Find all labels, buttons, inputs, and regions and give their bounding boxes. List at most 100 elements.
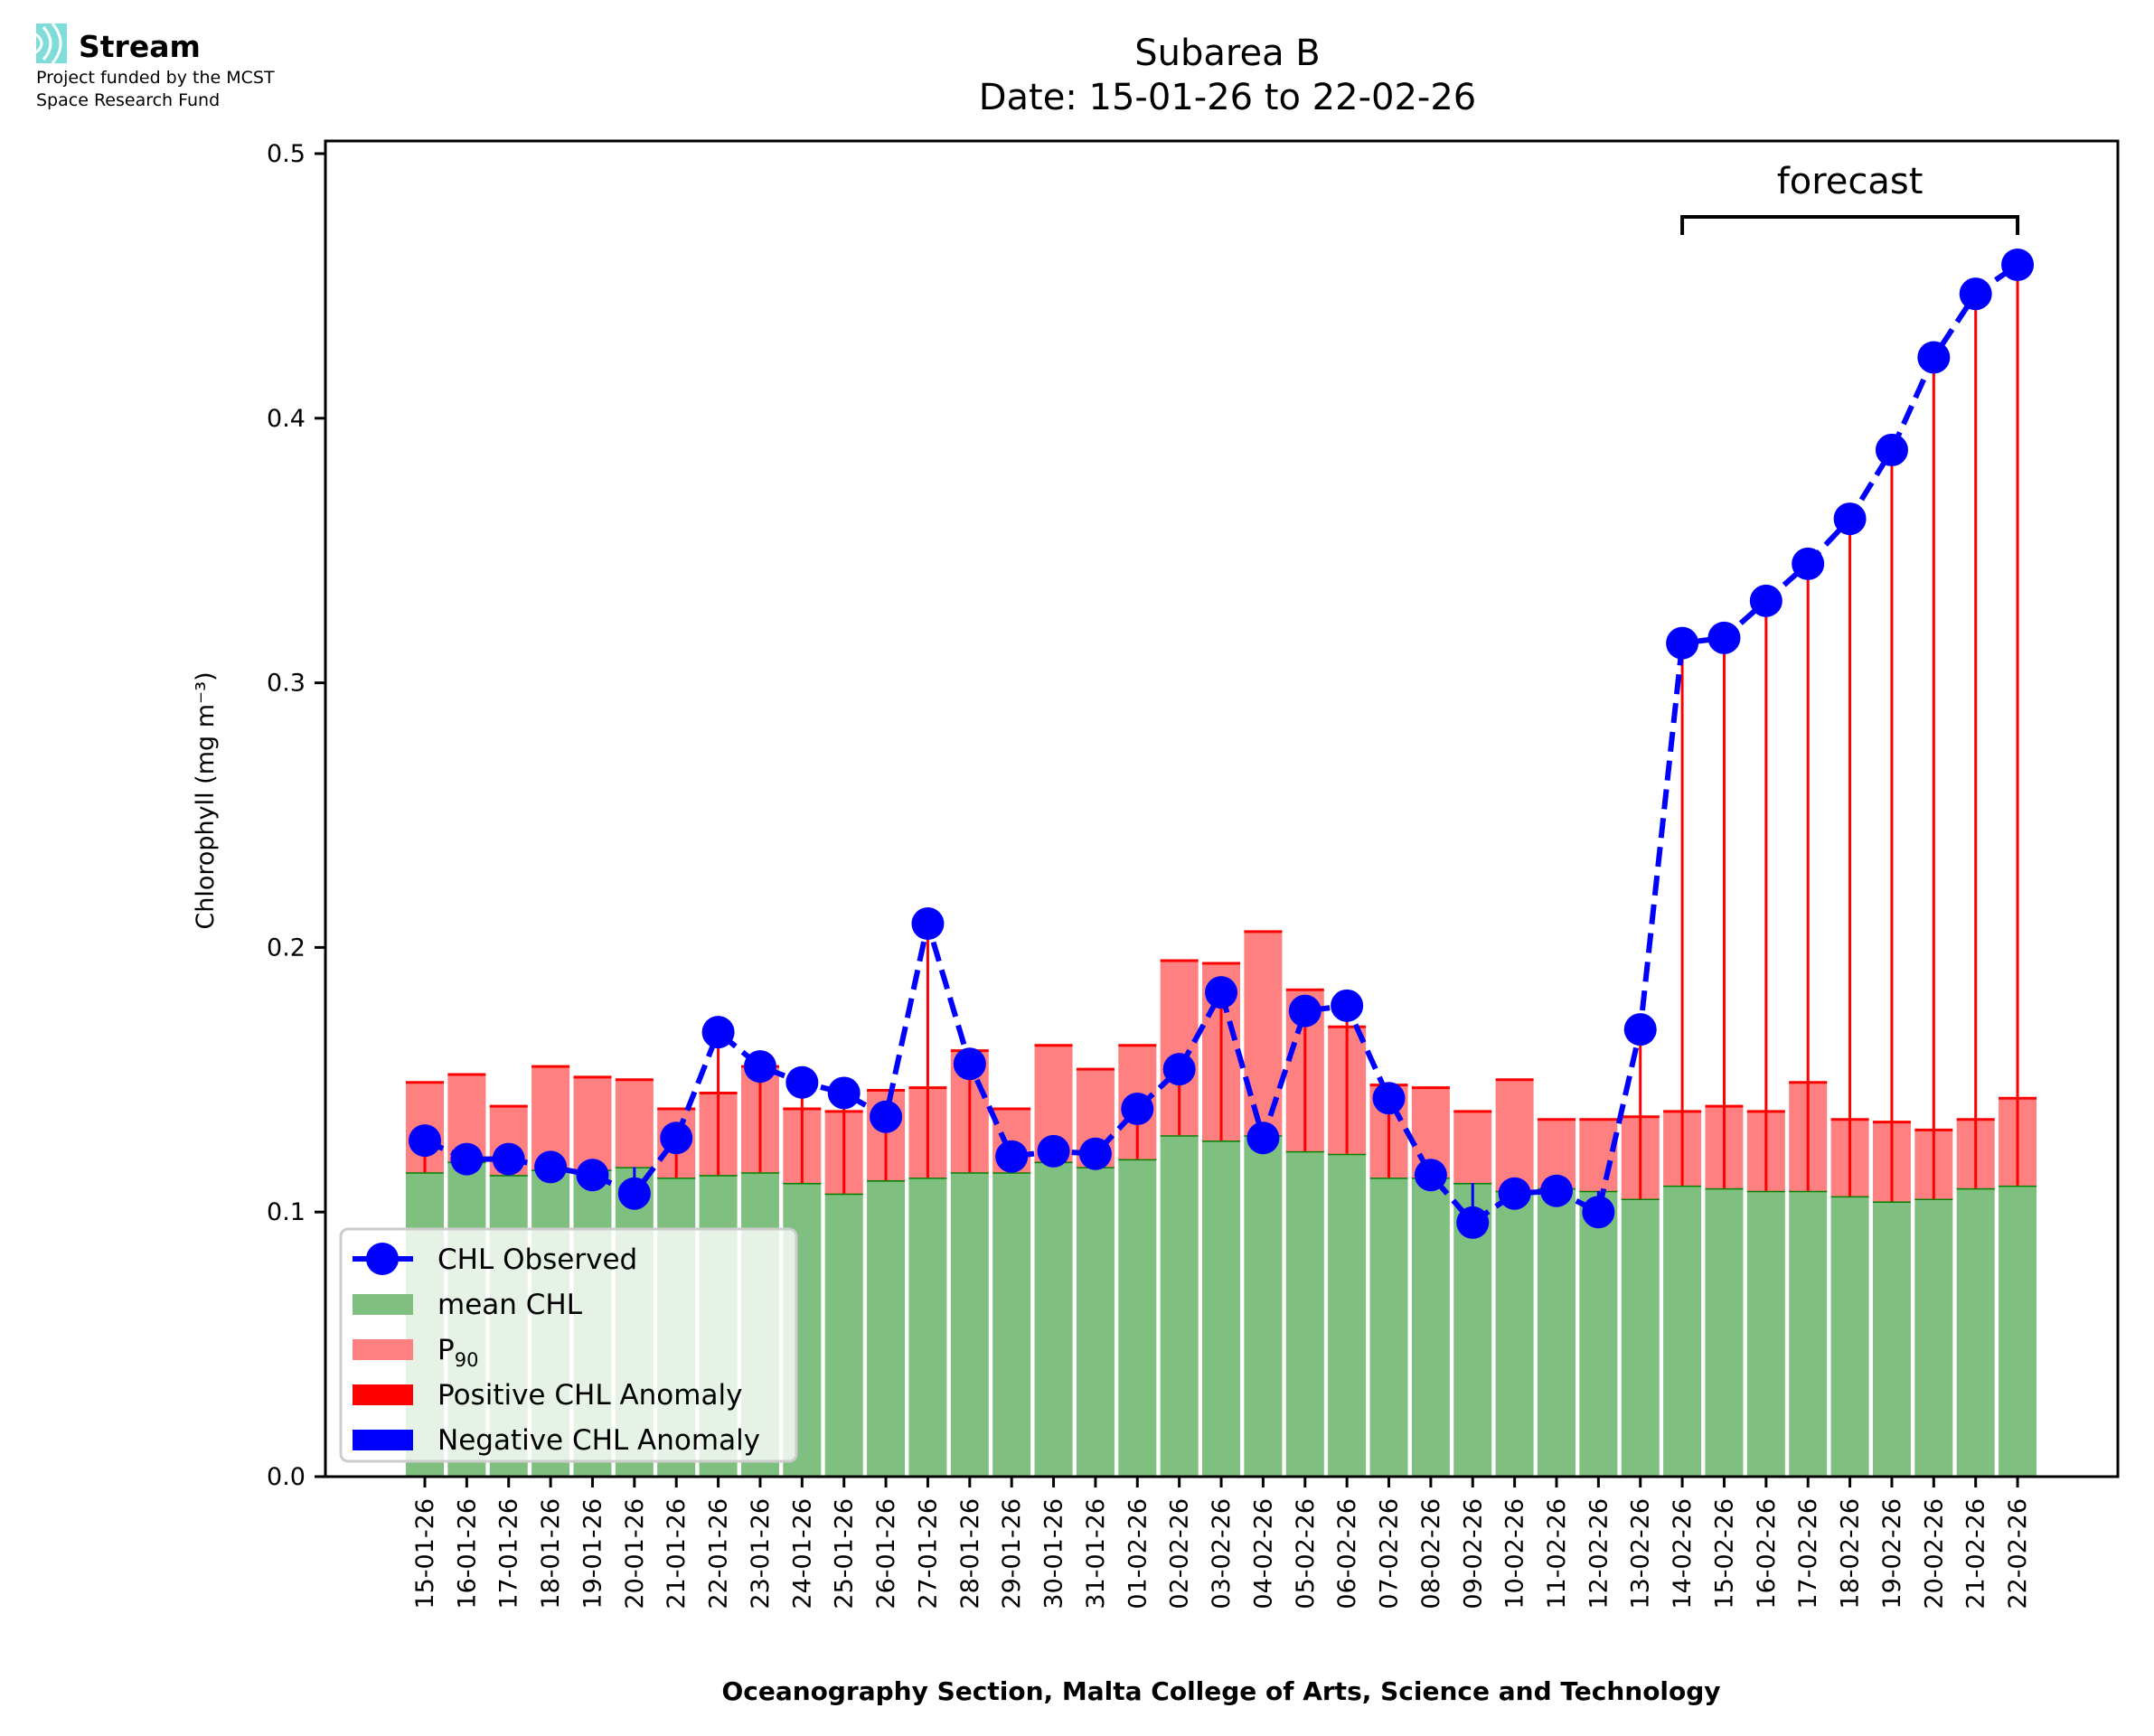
chl-observed-point [995, 1140, 1029, 1173]
legend-label: CHL Observed [437, 1243, 637, 1276]
mean-chl-bar [1663, 1185, 1702, 1477]
x-tick-label: 19-01-26 [578, 1498, 607, 1609]
chl-observed-point [1623, 1013, 1657, 1046]
chl-observed-point [1331, 989, 1364, 1022]
mean-chl-bar [824, 1193, 863, 1477]
x-tick-label: 26-01-26 [872, 1498, 900, 1609]
chl-observed-point [1833, 502, 1867, 536]
legend-swatch-patch [353, 1430, 413, 1450]
x-tick-label: 23-01-26 [747, 1498, 775, 1609]
mean-chl-bar [950, 1172, 989, 1477]
logo-subtitle-line1: Project funded by the MCST [36, 68, 275, 88]
mean-chl-bar [1160, 1135, 1199, 1477]
x-tick-label: 17-01-26 [495, 1498, 523, 1609]
x-tick-label: 31-01-26 [1082, 1498, 1110, 1609]
mean-chl-bar [1830, 1196, 1869, 1477]
legend-label: Positive CHL Anomaly [437, 1379, 742, 1412]
x-axis-ticks: 15-01-26 16-01-26 17-01-26 18-01-26 19-01-26… [411, 1477, 2032, 1609]
x-tick-label: 28-01-26 [956, 1498, 984, 1609]
mean-chl-bar [1202, 1140, 1241, 1477]
x-tick-label: 06-02-26 [1333, 1498, 1361, 1609]
chl-observed-point [1959, 277, 1992, 311]
chl-observed-point [911, 907, 945, 941]
mean-chl-bar [1872, 1201, 1911, 1477]
mean-chl-bar [1746, 1190, 1785, 1477]
chl-observed-point [1792, 547, 1825, 580]
x-tick-label: 09-02-26 [1459, 1498, 1487, 1609]
x-tick-label: 22-01-26 [705, 1498, 733, 1609]
x-tick-label: 14-02-26 [1669, 1498, 1697, 1609]
chl-observed-point [492, 1142, 525, 1176]
chl-observed-point [1498, 1177, 1531, 1210]
y-axis-ticks: 0.0 0.1 0.2 0.3 0.4 0.5 [267, 140, 325, 1491]
p90-bar [615, 1079, 654, 1168]
chl-observed-point [1162, 1053, 1196, 1086]
x-tick-label: 18-01-26 [537, 1498, 565, 1609]
x-tick-label: 03-02-26 [1208, 1498, 1236, 1609]
x-tick-label: 21-02-26 [1962, 1498, 1990, 1609]
chl-observed-point [660, 1121, 693, 1155]
mean-chl-bar [1537, 1187, 1576, 1477]
legend-swatch-patch [353, 1294, 413, 1315]
mean-chl-bar [908, 1178, 947, 1477]
x-tick-label: 17-02-26 [1794, 1498, 1822, 1609]
x-tick-label: 08-02-26 [1417, 1498, 1445, 1609]
chl-observed-point [1037, 1134, 1070, 1168]
x-tick-label: 15-01-26 [411, 1498, 439, 1609]
chart-subtitle: Date: 15-01-26 to 22-02-26 [979, 77, 1477, 118]
anomaly-lines [423, 264, 2019, 1223]
y-tick-label: 0.3 [267, 670, 306, 698]
mean-chl-bar [1285, 1150, 1324, 1477]
chl-observed-point [1917, 341, 1951, 374]
mean-chl-bar [867, 1180, 906, 1477]
chl-observed-point [1707, 621, 1741, 654]
y-tick-label: 0.4 [267, 405, 306, 433]
mean-chl-bar [1621, 1198, 1660, 1477]
chl-observed-point [450, 1142, 484, 1176]
chl-observed-point [1288, 994, 1322, 1028]
chl-observed-point [827, 1076, 861, 1110]
mean-chl-bar [1076, 1167, 1115, 1477]
legend-label: Negative CHL Anomaly [437, 1424, 760, 1457]
chl-observed-point [785, 1065, 819, 1099]
p90-bar [1495, 1079, 1534, 1191]
logo: Stream Project funded by the MCST Space … [34, 23, 275, 110]
x-tick-label: 02-02-26 [1166, 1498, 1194, 1609]
p90-bar [1453, 1111, 1492, 1183]
y-tick-label: 0.1 [267, 1198, 306, 1226]
chl-observed-point [534, 1150, 568, 1184]
chl-observed-point [1414, 1159, 1447, 1192]
x-tick-label: 12-02-26 [1585, 1498, 1613, 1609]
x-tick-label: 10-02-26 [1501, 1498, 1529, 1609]
chl-observed-point [576, 1159, 609, 1192]
stream-waves-icon [34, 23, 67, 64]
chl-observed-point [1205, 976, 1238, 1009]
chl-observed-line [423, 262, 2019, 1226]
chl-observed-point [1666, 626, 1699, 660]
chl-observed-point [701, 1016, 735, 1049]
x-tick-label: 20-02-26 [1920, 1498, 1948, 1609]
mean-chl-bar [1579, 1190, 1618, 1477]
p90-bar [573, 1076, 612, 1170]
x-tick-label: 30-01-26 [1040, 1498, 1068, 1609]
p90-bar [1579, 1119, 1618, 1191]
x-tick-label: 27-01-26 [914, 1498, 942, 1609]
x-axis-label: Oceanography Section, Malta College of A… [721, 1676, 1720, 1706]
chl-observed-point [2001, 248, 2035, 281]
chart-title: Subarea B [1134, 33, 1321, 74]
x-tick-label: 11-02-26 [1543, 1498, 1571, 1609]
chl-observed-point [870, 1100, 903, 1133]
mean-chl-bar [1956, 1187, 1995, 1477]
chl-observed-point [743, 1050, 776, 1084]
forecast-label: forecast [1777, 161, 1924, 202]
x-tick-label: 07-02-26 [1376, 1498, 1404, 1609]
mean-chl-bar [1999, 1185, 2037, 1477]
chl-observed-point [1456, 1206, 1490, 1239]
x-tick-label: 18-02-26 [1837, 1498, 1865, 1609]
logo-name: Stream [79, 29, 201, 64]
x-tick-label: 29-01-26 [998, 1498, 1026, 1609]
mean-chl-bar [1495, 1190, 1534, 1477]
chl-observed-point [1582, 1196, 1615, 1229]
